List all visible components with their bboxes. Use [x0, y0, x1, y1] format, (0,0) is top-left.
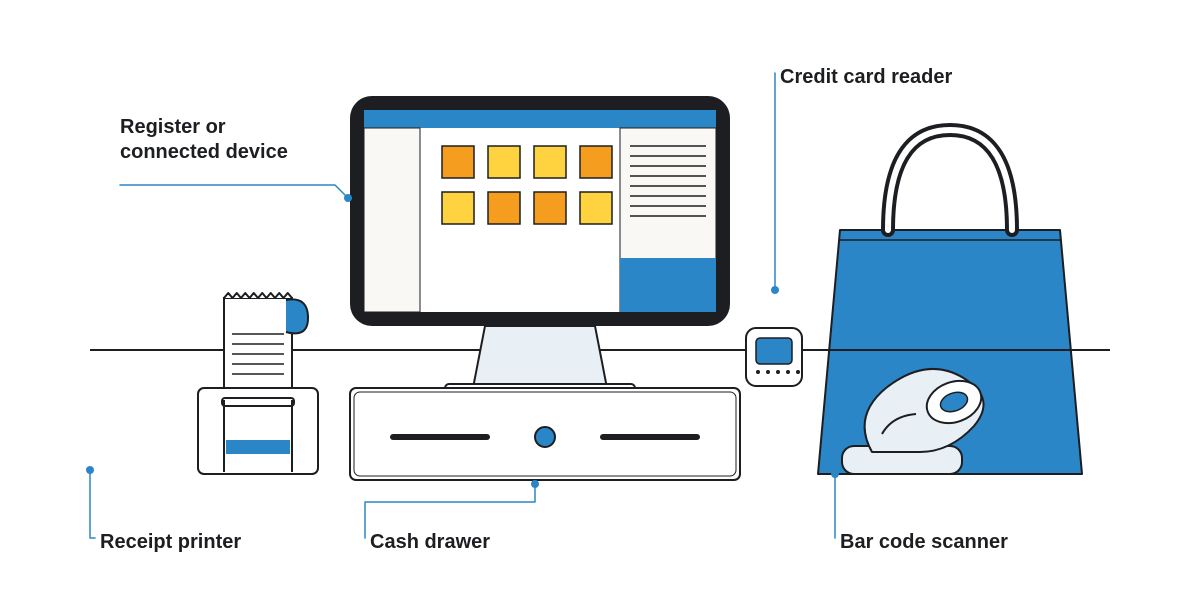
label-card-reader: Credit card reader [780, 65, 952, 90]
label-cash-drawer: Cash drawer [370, 530, 490, 555]
register-monitor-icon [350, 96, 730, 392]
receipt-printer-icon [198, 293, 318, 474]
label-barcode-scanner: Bar code scanner [840, 530, 1008, 555]
label-register: Register or connected device [120, 115, 288, 165]
leader-register [120, 185, 352, 202]
leader-receipt [86, 466, 95, 538]
leader-scanner [831, 470, 839, 538]
card-reader-icon [746, 328, 802, 386]
cash-drawer-icon [350, 388, 740, 480]
leader-card-reader [771, 73, 779, 294]
label-receipt-printer: Receipt printer [100, 530, 241, 555]
